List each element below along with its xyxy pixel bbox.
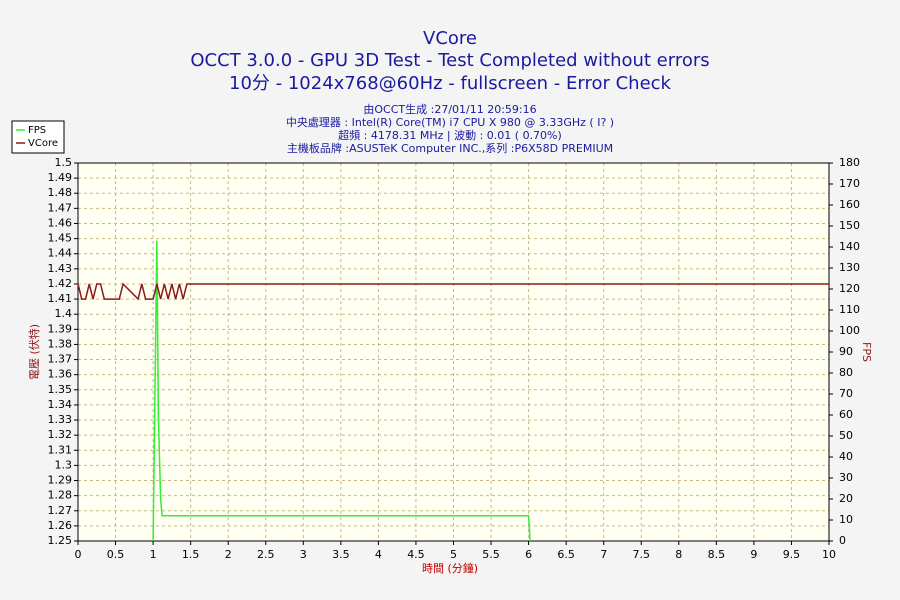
y2-tick-label: 140 [839,240,860,253]
x-tick-label: 5.5 [482,548,500,561]
legend-label: VCore [28,138,58,149]
y-tick-label: 1.31 [48,443,73,456]
legend: FPS VCore [11,120,65,154]
y2-tick-label: 10 [839,513,853,526]
y2-tick-label: 160 [839,198,860,211]
y2-tick-label: 130 [839,261,860,274]
y2-tick-label: 100 [839,324,860,337]
y-tick-label: 1.32 [48,428,73,441]
x-tick-label: 1.5 [182,548,200,561]
y-tick-label: 1.27 [48,504,73,517]
x-tick-label: 6 [525,548,532,561]
chart-subtitle: 10分 - 1024x768@60Hz - fullscreen - Error… [229,73,672,94]
y2-tick-label: 110 [839,303,860,316]
y-tick-label: 1.47 [48,201,73,214]
y-tick-label: 1.35 [48,383,73,396]
data-line [152,240,531,542]
x-tick-label: 4 [375,548,382,561]
y-tick-label: 1.42 [48,277,73,290]
chart-subtitle: OCCT 3.0.0 - GPU 3D Test - Test Complete… [190,50,709,71]
y-tick-label: 1.44 [48,247,73,260]
y-tick-label: 1.3 [55,458,73,471]
y2-tick-label: 170 [839,177,860,190]
x-tick-label: 8 [675,548,682,561]
x-tick-label: 9.5 [783,548,801,561]
y-tick-label: 1.33 [48,413,73,426]
y2-axis-label: FPS [860,342,873,362]
x-axis-label: 時間 (分鐘) [422,561,478,575]
x-tick-label: 9 [750,548,757,561]
x-tick-label: 3 [300,548,307,561]
y-tick-label: 1.41 [48,292,73,305]
x-tick-label: 2.5 [257,548,275,561]
y-tick-label: 1.37 [48,353,73,366]
y2-tick-label: 60 [839,408,853,421]
info-line: 主機板品牌 :ASUSTeK Computer INC.,系列 :P6X58D … [287,141,613,155]
x-tick-label: 8.5 [708,548,726,561]
plot-frame [77,162,830,542]
chart-title: VCore [423,28,477,49]
y2-tick-label: 80 [839,366,853,379]
y2-tick-label: 50 [839,429,853,442]
y2-tick-label: 20 [839,492,853,505]
x-tick-label: 7 [600,548,607,561]
x-tick-label: 0.5 [107,548,125,561]
y-tick-label: 1.48 [48,186,73,199]
y-tick-label: 1.43 [48,262,73,275]
y2-tick-label: 0 [839,534,846,547]
legend-box [11,120,65,154]
y2-tick-label: 40 [839,450,853,463]
x-tick-label: 2 [225,548,232,561]
y-tick-label: 1.39 [48,322,73,335]
y-axis-label: 電壓 (伏特) [27,324,41,380]
info-line: 中央處理器 : Intel(R) Core(TM) i7 CPU X 980 @… [286,115,614,129]
x-tick-label: 1 [150,548,157,561]
y-tick-label: 1.46 [48,216,73,229]
y2-tick-label: 70 [839,387,853,400]
data-line [77,282,829,301]
legend-label: FPS [28,125,46,136]
y-tick-label: 1.45 [48,232,73,245]
x-tick-label: 10 [822,548,836,561]
y-tick-label: 1.26 [48,519,73,532]
y-tick-label: 1.34 [48,398,73,411]
y-tick-label: 1.5 [55,156,73,169]
y-tick-label: 1.4 [55,307,73,320]
y2-tick-label: 180 [839,156,860,169]
x-tick-label: 3.5 [332,548,350,561]
y-tick-label: 1.38 [48,337,73,350]
y-tick-label: 1.28 [48,489,73,502]
y2-tick-label: 120 [839,282,860,295]
y-tick-label: 1.36 [48,368,73,381]
x-tick-label: 5 [450,548,457,561]
x-tick-label: 6.5 [557,548,575,561]
y-tick-label: 1.49 [48,171,73,184]
y-tick-label: 1.29 [48,474,73,487]
y-tick-label: 1.25 [48,534,73,547]
y2-tick-label: 150 [839,219,860,232]
x-tick-label: 0 [75,548,82,561]
info-line: 由OCCT生成 :27/01/11 20:59:16 [363,102,536,116]
x-tick-label: 4.5 [407,548,425,561]
y2-tick-label: 30 [839,471,853,484]
info-line: 超頻 : 4178.31 MHz | 波動 : 0.01 ( 0.70%) [338,128,562,142]
x-tick-label: 7.5 [633,548,651,561]
y2-tick-label: 90 [839,345,853,358]
